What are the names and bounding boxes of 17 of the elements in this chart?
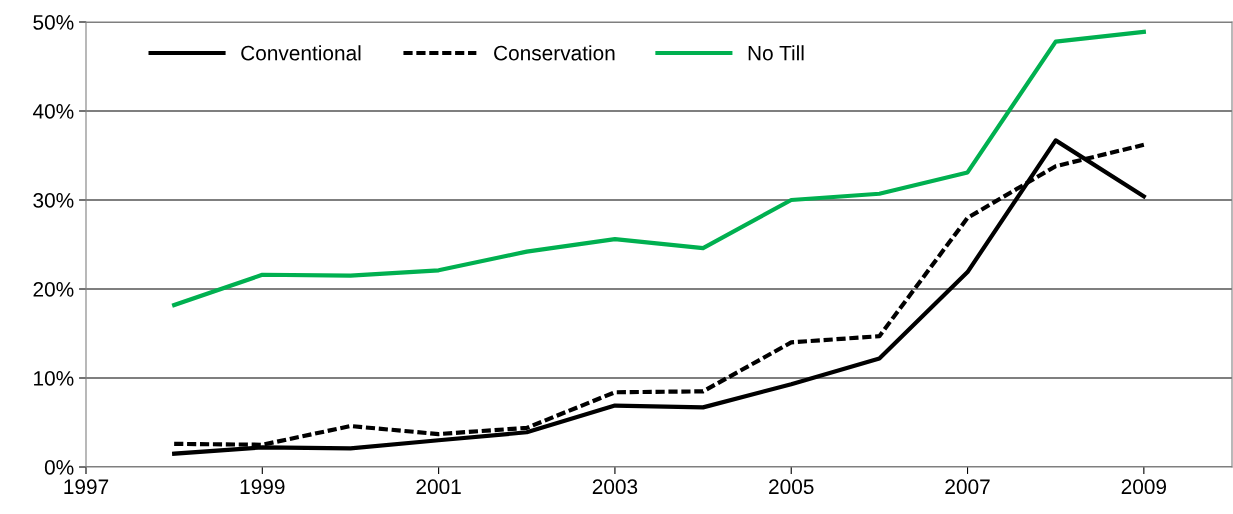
x-tick-label: 2007: [945, 479, 990, 495]
y-tick-label: 20%: [33, 282, 74, 297]
y-tick-label: 0%: [44, 460, 74, 475]
x-tick-label: 2009: [1121, 479, 1167, 495]
y-tick-label: 40%: [32, 104, 74, 119]
line-series: [172, 29, 1146, 308]
x-tick-label: 1997: [64, 479, 109, 495]
legend-label: Conservation: [494, 45, 615, 61]
legend-label: No Till: [748, 45, 804, 61]
x-tick-label: 2003: [592, 479, 638, 495]
x-tick-label: 1999: [240, 479, 285, 495]
x-tick-label: 2001: [416, 479, 461, 495]
legend-label: Conventional: [241, 45, 361, 61]
x-tick-label: 2005: [769, 479, 814, 495]
y-tick-label: 30%: [33, 193, 74, 208]
y-tick-label: 50%: [33, 15, 74, 30]
y-tick-label: 10%: [34, 371, 74, 386]
